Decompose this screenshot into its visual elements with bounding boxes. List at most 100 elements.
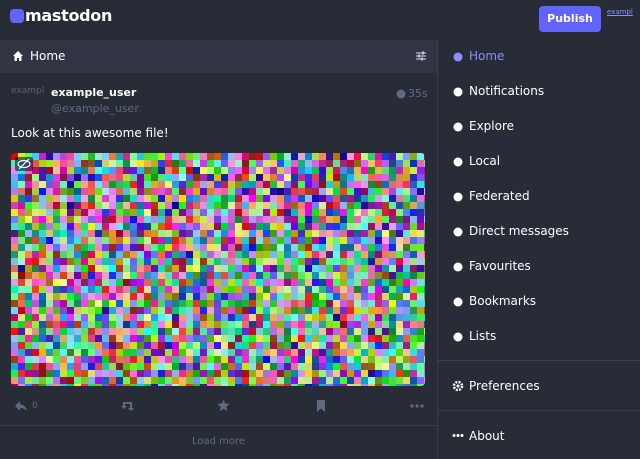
pixel	[403, 167, 410, 174]
pixel	[368, 188, 375, 195]
pixel	[200, 265, 207, 272]
pixel	[305, 251, 312, 258]
pixel	[116, 384, 123, 386]
pixel	[214, 244, 221, 251]
pixel	[214, 377, 221, 384]
pixel	[375, 195, 382, 202]
publish-button[interactable]: Publish	[539, 6, 601, 32]
pixel	[214, 384, 221, 386]
pixel	[382, 244, 389, 251]
status: exampl example_user @example_user 35s Lo…	[0, 73, 437, 426]
pixel	[298, 272, 305, 279]
pixel	[158, 188, 165, 195]
pixel	[165, 363, 172, 370]
pixel	[277, 237, 284, 244]
nav-link[interactable]: About	[469, 429, 505, 443]
nav-link[interactable]: Lists	[469, 329, 497, 343]
pixel	[242, 160, 249, 167]
pixel	[193, 244, 200, 251]
nav-link[interactable]: Home	[469, 49, 505, 63]
pixel	[18, 244, 25, 251]
pixel	[333, 181, 340, 188]
pixel	[270, 293, 277, 300]
pixel	[277, 363, 284, 370]
reply-icon[interactable]	[14, 400, 28, 412]
pixel	[333, 342, 340, 349]
nav-link[interactable]: Preferences	[469, 379, 540, 393]
pixel	[242, 335, 249, 342]
pixel	[74, 244, 81, 251]
pixel	[270, 174, 277, 181]
pixel	[151, 286, 158, 293]
pixel	[340, 370, 347, 377]
pixel	[123, 377, 130, 384]
pixel	[39, 160, 46, 167]
nav-link[interactable]: Federated	[469, 189, 530, 203]
more-icon[interactable]	[410, 403, 424, 409]
pixel	[102, 342, 109, 349]
pixel	[18, 209, 25, 216]
pixel	[165, 328, 172, 335]
media-attachment[interactable]	[11, 153, 425, 386]
pixel	[361, 216, 368, 223]
pixel	[333, 384, 340, 386]
pixel	[53, 363, 60, 370]
pixel	[200, 244, 207, 251]
pixel	[242, 349, 249, 356]
pixel	[158, 349, 165, 356]
nav-link[interactable]: Bookmarks	[469, 294, 537, 308]
nav-link[interactable]: Explore	[469, 119, 515, 133]
pixel	[151, 328, 158, 335]
pixel	[368, 237, 375, 244]
nav-link[interactable]: Favourites	[469, 259, 531, 273]
pixel	[256, 167, 263, 174]
settings-icon[interactable]	[415, 50, 427, 62]
pixel	[18, 314, 25, 321]
pixel	[102, 237, 109, 244]
pixel	[165, 384, 172, 386]
pixel	[207, 237, 214, 244]
pixel	[298, 363, 305, 370]
pixel	[235, 209, 242, 216]
pixel	[277, 314, 284, 321]
pixel	[74, 195, 81, 202]
pixel	[389, 258, 396, 265]
hide-media-icon[interactable]	[15, 157, 33, 171]
pixel	[256, 265, 263, 272]
pixel	[424, 251, 425, 258]
pixel	[116, 328, 123, 335]
pixel	[410, 265, 417, 272]
account-link[interactable]: exampl	[607, 8, 633, 16]
pixel	[60, 209, 67, 216]
pixel	[60, 167, 67, 174]
pixel	[144, 300, 151, 307]
pixel	[361, 195, 368, 202]
timestamp[interactable]: 35s	[408, 87, 428, 100]
pixel	[319, 265, 326, 272]
nav-link[interactable]: Direct messages	[469, 224, 569, 238]
pixel	[32, 244, 39, 251]
bookmark-icon[interactable]	[316, 400, 326, 412]
pixel	[326, 181, 333, 188]
pixel	[347, 377, 354, 384]
pixel	[123, 321, 130, 328]
pixel	[158, 328, 165, 335]
pixel	[18, 181, 25, 188]
pixel	[109, 244, 116, 251]
pixel	[25, 349, 32, 356]
load-more[interactable]: Load more	[191, 436, 246, 447]
favourite-icon[interactable]	[217, 399, 230, 412]
pixel	[186, 216, 193, 223]
pixel	[305, 293, 312, 300]
boost-icon[interactable]	[120, 400, 136, 412]
pixel	[284, 216, 291, 223]
pixel	[375, 279, 382, 286]
pixel	[270, 272, 277, 279]
nav-link[interactable]: Local	[469, 154, 501, 168]
nav-link[interactable]: Notifications	[469, 84, 545, 98]
pixel	[60, 293, 67, 300]
logo[interactable]: mastodon	[10, 6, 112, 25]
pixel	[46, 223, 53, 230]
pixel	[172, 160, 179, 167]
display-name[interactable]: example_user	[51, 86, 137, 99]
